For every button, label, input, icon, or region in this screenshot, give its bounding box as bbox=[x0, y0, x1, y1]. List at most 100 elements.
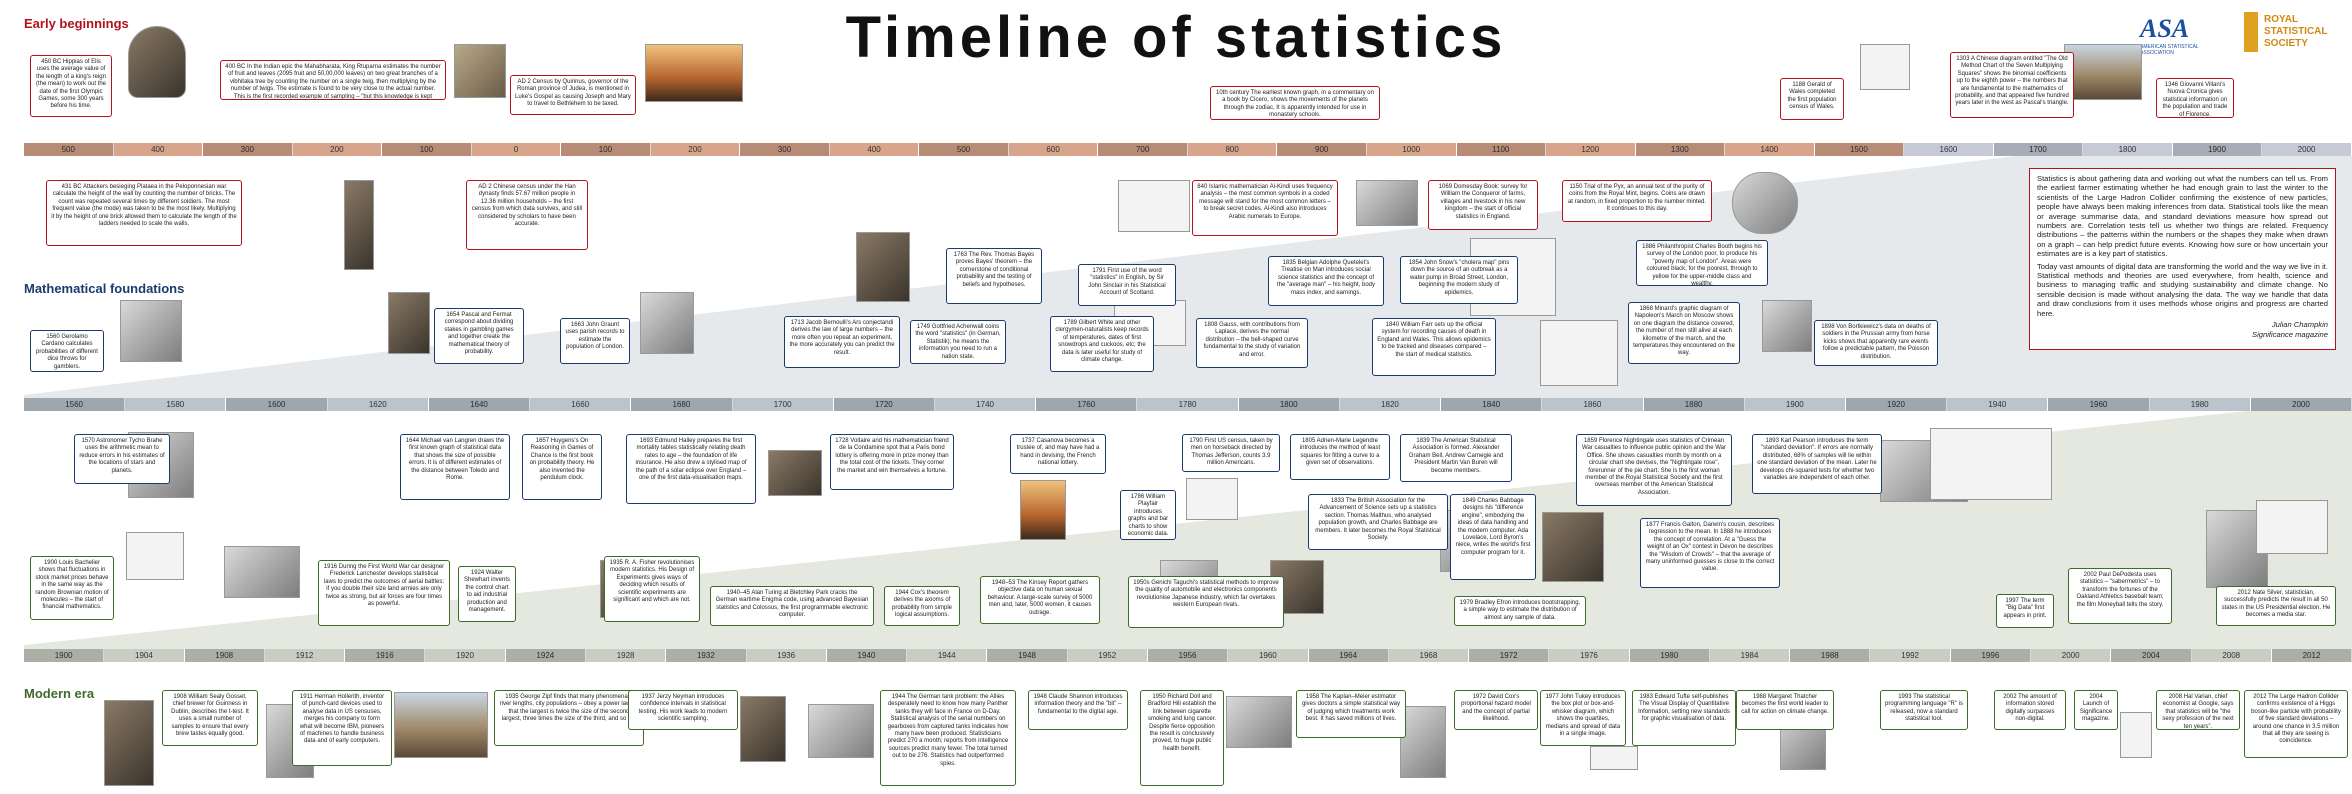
pascal-portrait-image bbox=[388, 292, 430, 354]
event-box: 10th century The earliest known graph, i… bbox=[1210, 86, 1380, 120]
intro-author: Julian Champkin bbox=[2271, 320, 2328, 330]
event-box: 1833 The British Association for the Adv… bbox=[1308, 494, 1448, 550]
event-box: 1839 The American Statistical Associatio… bbox=[1400, 434, 1512, 482]
timeline-tick: 1956 bbox=[1147, 649, 1229, 662]
timeline-tick: 1680 bbox=[631, 398, 733, 411]
event-box: 1948 Claude Shannon introduces informati… bbox=[1028, 690, 1128, 730]
event-box: 2004 Launch of Significance magazine. bbox=[2074, 690, 2118, 730]
event-box: 1854 John Snow's "cholera map" pins down… bbox=[1400, 256, 1518, 304]
event-box: 1859 Florence Nightingale uses statistic… bbox=[1576, 434, 1732, 506]
cigarettes-image bbox=[1226, 696, 1292, 748]
event-box: 431 BC Attackers besieging Plataea in th… bbox=[46, 180, 242, 246]
event-box: 1988 Margaret Thatcher becomes the first… bbox=[1736, 690, 1834, 730]
timeline-tick: 1000 bbox=[1366, 143, 1457, 156]
us-election-map-image bbox=[2256, 500, 2328, 554]
event-box: 1948–53 The Kinsey Report gathers object… bbox=[980, 576, 1100, 624]
event-box: 1663 John Graunt uses parish records to … bbox=[560, 318, 630, 364]
timeline-tick: 1928 bbox=[585, 649, 667, 662]
normal-distribution-image bbox=[1930, 428, 2052, 500]
intro-source: Significance magazine bbox=[2252, 329, 2328, 339]
event-box: 1570 Astronomer Tycho Brahe uses the ari… bbox=[74, 434, 170, 484]
florence-image bbox=[2064, 44, 2142, 100]
event-box: 1993 The statistical programming languag… bbox=[1880, 690, 1968, 730]
event-box: 1935 R. A. Fisher revolutionises modern … bbox=[604, 556, 700, 622]
rss-logo: ROYAL STATISTICAL SOCIETY bbox=[2244, 12, 2344, 58]
timeline-tick: 1980 bbox=[1629, 649, 1710, 662]
intro-paragraph-2: Today vast amounts of digital data are t… bbox=[2037, 261, 2328, 318]
event-box: 2002 The amount of information stored di… bbox=[1994, 690, 2066, 730]
timeline-tick: 600 bbox=[1008, 143, 1099, 156]
timeline-tick: 1580 bbox=[125, 398, 227, 411]
timeline-tick: 1900 bbox=[1744, 398, 1846, 411]
timeline-tick: 1800 bbox=[1238, 398, 1340, 411]
event-box: 1303 A Chinese diagram entitled "The Old… bbox=[1950, 52, 2074, 118]
event-box: 1849 Charles Babbage designs his "differ… bbox=[1450, 494, 1536, 580]
timeline-tick: 500 bbox=[919, 143, 1009, 156]
event-box: 1749 Gottfried Achenwall coins the word … bbox=[910, 320, 1006, 364]
event-box: 1728 Voltaire and his mathematician frie… bbox=[830, 434, 954, 490]
timeline-tick: 2012 bbox=[2271, 649, 2352, 662]
timeline-tick: 1820 bbox=[1339, 398, 1442, 411]
event-box: 1150 Trial of the Pyx, an annual test of… bbox=[1562, 180, 1712, 222]
timeline-tick: 1900 bbox=[24, 649, 105, 662]
event-box: 1835 Belgian Adolphe Quetelet's Treatise… bbox=[1268, 256, 1384, 306]
event-box: 1886 Philanthropist Charles Booth begins… bbox=[1636, 240, 1768, 286]
timeline-tick: 0 bbox=[471, 143, 562, 156]
kaplan-meier-image bbox=[1400, 706, 1446, 778]
timeline-tick: 1976 bbox=[1549, 649, 1630, 662]
horse-image bbox=[1762, 300, 1812, 352]
event-box: 1693 Edmund Halley prepares the first mo… bbox=[626, 434, 756, 504]
timeline-tick: 1932 bbox=[666, 649, 747, 662]
timeline-tick: 200 bbox=[292, 143, 383, 156]
event-box: 1654 Pascal and Fermat correspond about … bbox=[434, 308, 524, 364]
timeline-tick: 1912 bbox=[264, 649, 346, 662]
event-box: 1893 Karl Pearson introduces the term "s… bbox=[1752, 434, 1882, 494]
event-box: 1983 Edward Tufte self-publishes The Vis… bbox=[1632, 690, 1736, 746]
event-box: 1997 The term "Big Data" first appears i… bbox=[1996, 594, 2054, 628]
stock-chart-image bbox=[126, 532, 184, 580]
event-box: 1713 Jacob Bernoulli's Ars conjectandi d… bbox=[784, 316, 900, 368]
event-box: 1898 Von Bortkiewicz's data on deaths of… bbox=[1814, 320, 1938, 366]
event-box: 1972 David Cox's proportional hazard mod… bbox=[1454, 690, 1538, 730]
event-box: 1346 Giovanni Villani's Nuova Cronica gi… bbox=[2156, 78, 2234, 118]
guinness-image bbox=[104, 700, 154, 786]
event-box: 1950 Richard Doll and Bradford Hill esta… bbox=[1140, 690, 1224, 786]
timeline-tick: 1960 bbox=[1228, 649, 1309, 662]
greek-vase-image bbox=[128, 26, 186, 98]
casanova-portrait-image bbox=[1020, 480, 1066, 540]
timeline-tick: 1740 bbox=[934, 398, 1037, 411]
rss-logo-text: ROYAL STATISTICAL SOCIETY bbox=[2264, 14, 2328, 49]
event-box: 1958 The Kaplan–Meier estimator gives do… bbox=[1296, 690, 1406, 738]
event-box: 1877 Francis Galton, Darwin's cousin, de… bbox=[1640, 518, 1780, 588]
timeline-tick: 1944 bbox=[907, 649, 988, 662]
event-box: 1805 Adrien-Marie Legendre introduces th… bbox=[1290, 434, 1390, 480]
timeline-tick: 1916 bbox=[345, 649, 426, 662]
timeline-tick: 300 bbox=[203, 143, 293, 156]
event-box: 1944 The German tank problem: the Allies… bbox=[880, 690, 1016, 786]
event-box: 1786 William Playfair introduces graphs … bbox=[1120, 490, 1176, 540]
event-box: 450 BC Hippias of Elis uses the average … bbox=[30, 55, 112, 117]
event-box: 840 Islamic mathematician Al-Kindi uses … bbox=[1192, 180, 1338, 236]
timeline-tick: 400 bbox=[829, 143, 920, 156]
timeline-band-early: 500 400 300 200 100 0 100 200 300 400 500 600 700 800… bbox=[24, 143, 2352, 156]
timeline-tick: 700 bbox=[1098, 143, 1188, 156]
timeline-tick: 1620 bbox=[327, 398, 429, 411]
tank-image bbox=[808, 704, 874, 758]
arabic-manuscript-image bbox=[1118, 180, 1190, 232]
section-modern-label: Modern era bbox=[24, 686, 95, 701]
timeline-tick: 100 bbox=[561, 143, 651, 156]
timeline-tick: 1988 bbox=[1790, 649, 1871, 662]
event-box: AD 2 Chinese census under the Han dynast… bbox=[466, 180, 588, 250]
timeline-tick: 1640 bbox=[428, 398, 531, 411]
box-plot-image bbox=[1590, 746, 1638, 770]
aircraft-image bbox=[224, 546, 300, 598]
timeline-tick: 500 bbox=[24, 143, 114, 156]
pyx-coins-image bbox=[1732, 172, 1798, 234]
timeline-tick: 1100 bbox=[1456, 143, 1547, 156]
page-title: Timeline of statistics bbox=[845, 5, 1507, 70]
timeline-tick: 1600 bbox=[1904, 143, 1994, 156]
bayes-portrait-image bbox=[856, 232, 910, 302]
timeline-tick: 1996 bbox=[1950, 649, 2032, 662]
event-box: 2008 Hal Varian, chief economist at Goog… bbox=[2156, 690, 2240, 730]
timeline-tick: 900 bbox=[1277, 143, 1367, 156]
